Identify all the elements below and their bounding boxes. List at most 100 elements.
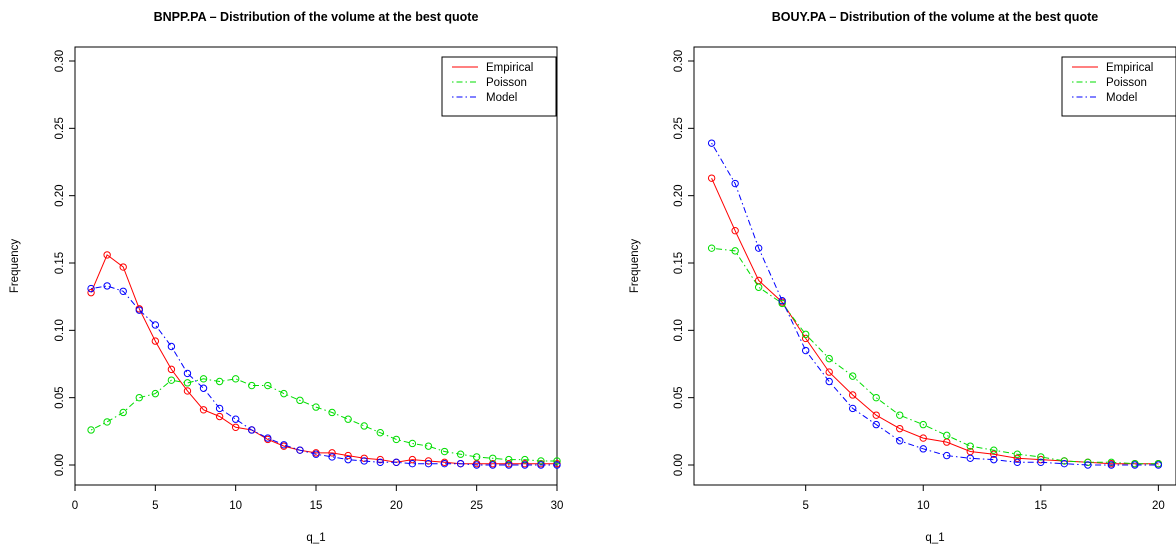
data-point bbox=[537, 461, 545, 469]
data-point bbox=[199, 375, 208, 383]
data-point bbox=[505, 461, 513, 469]
data-point bbox=[87, 284, 95, 293]
data-point bbox=[103, 251, 111, 259]
data-point bbox=[707, 174, 716, 182]
x-tick-label: 0 bbox=[72, 500, 78, 512]
data-point bbox=[943, 451, 951, 460]
data-point bbox=[231, 415, 240, 423]
data-point bbox=[151, 321, 160, 329]
data-point bbox=[521, 461, 529, 469]
legend-label: Poisson bbox=[486, 77, 527, 89]
data-point bbox=[896, 424, 904, 433]
data-point bbox=[296, 446, 304, 454]
data-point bbox=[537, 457, 545, 465]
data-point bbox=[119, 287, 127, 295]
data-point bbox=[990, 450, 998, 458]
x-axis-label: q_1 bbox=[925, 532, 944, 544]
data-point bbox=[87, 426, 95, 434]
x-tick-label: 5 bbox=[802, 500, 808, 512]
y-axis-label: Frequency bbox=[629, 239, 641, 294]
data-point bbox=[87, 288, 95, 297]
data-point bbox=[151, 337, 160, 345]
data-point bbox=[849, 391, 857, 399]
data-point bbox=[801, 334, 810, 343]
data-point bbox=[167, 376, 176, 384]
data-point bbox=[1013, 450, 1021, 458]
data-point bbox=[1037, 453, 1045, 461]
chart-panel-1: BNPP.PA – Distribution of the volume at … bbox=[9, 10, 563, 544]
data-point bbox=[456, 450, 465, 458]
data-point bbox=[248, 381, 256, 390]
data-point bbox=[754, 283, 763, 291]
chart-panel-2: BOUY.PA – Distribution of the volume at … bbox=[629, 10, 1176, 544]
y-axis-label: Frequency bbox=[9, 239, 21, 294]
data-point bbox=[376, 455, 384, 464]
data-point bbox=[440, 459, 449, 468]
data-point bbox=[408, 455, 417, 464]
y-tick-label: 0.15 bbox=[673, 252, 685, 274]
data-point bbox=[754, 244, 763, 252]
data-point bbox=[919, 420, 927, 429]
data-point bbox=[1084, 461, 1092, 469]
data-point bbox=[731, 179, 739, 188]
data-point bbox=[990, 446, 998, 454]
data-point bbox=[472, 453, 481, 461]
x-tick-label: 20 bbox=[1152, 500, 1165, 512]
data-point bbox=[328, 449, 336, 457]
data-point bbox=[966, 442, 974, 450]
y-axis: 0.00 0.05 0.10 0.15 0.20 0.25 0.30 bbox=[673, 50, 695, 476]
data-point bbox=[1107, 461, 1116, 469]
data-point bbox=[731, 247, 739, 255]
data-point bbox=[1037, 455, 1045, 464]
data-point bbox=[248, 426, 256, 434]
data-point bbox=[344, 451, 352, 460]
chart-title: BOUY.PA – Distribution of the volume at … bbox=[772, 10, 1098, 24]
data-point bbox=[990, 455, 998, 464]
data-point bbox=[264, 434, 272, 442]
data-point bbox=[1084, 458, 1092, 467]
data-point bbox=[360, 422, 368, 430]
data-point bbox=[1107, 458, 1116, 467]
data-point bbox=[231, 375, 240, 383]
data-point bbox=[392, 458, 401, 467]
series-line bbox=[90, 254, 557, 465]
data-point bbox=[167, 342, 176, 351]
data-point bbox=[360, 457, 368, 465]
series-line bbox=[91, 285, 557, 466]
data-point bbox=[489, 461, 497, 469]
y-tick-label: 0.15 bbox=[54, 252, 66, 274]
data-point bbox=[801, 330, 810, 339]
data-point bbox=[896, 437, 904, 445]
data-point bbox=[376, 458, 384, 467]
data-point bbox=[199, 406, 208, 414]
data-point bbox=[424, 442, 433, 450]
data-point bbox=[707, 244, 716, 252]
y-tick-label: 0.10 bbox=[54, 319, 66, 341]
data-point bbox=[521, 455, 529, 464]
legend: Empirical Poisson Model bbox=[1061, 56, 1176, 117]
data-point bbox=[440, 447, 449, 456]
data-point bbox=[328, 453, 336, 461]
legend-label: Model bbox=[1106, 92, 1137, 104]
data-point bbox=[151, 389, 160, 398]
series-line bbox=[90, 378, 557, 462]
x-tick-label: 25 bbox=[470, 500, 483, 512]
data-point bbox=[872, 420, 880, 429]
data-point bbox=[896, 411, 904, 419]
series-empirical bbox=[87, 251, 561, 468]
y-tick-label: 0.00 bbox=[54, 454, 66, 476]
chart-title: BNPP.PA – Distribution of the volume at … bbox=[154, 10, 479, 24]
legend-label: Poisson bbox=[1106, 77, 1147, 89]
data-point bbox=[553, 461, 561, 469]
data-point bbox=[1037, 458, 1045, 467]
y-tick-label: 0.20 bbox=[673, 184, 685, 206]
data-point bbox=[849, 372, 857, 380]
x-axis: 0 5 10 15 20 25 30 bbox=[72, 484, 563, 512]
data-point bbox=[872, 393, 880, 402]
data-point bbox=[825, 354, 833, 363]
data-point bbox=[167, 365, 176, 374]
data-point bbox=[778, 297, 786, 305]
data-point bbox=[801, 346, 810, 355]
data-point bbox=[344, 455, 352, 464]
x-tick-label: 20 bbox=[390, 500, 403, 512]
